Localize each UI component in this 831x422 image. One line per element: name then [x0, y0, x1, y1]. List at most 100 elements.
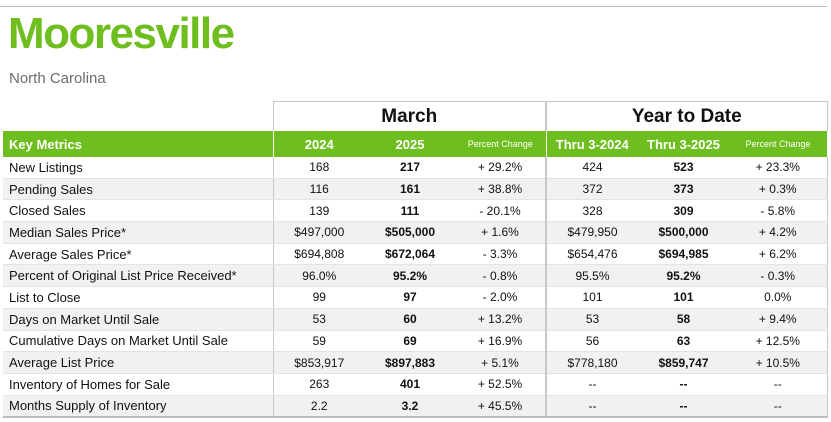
metric-label: Average Sales Price*	[3, 243, 273, 266]
ytd-percent-change-value: + 23.3%	[729, 157, 828, 179]
percent-change-value: + 38.8%	[455, 178, 546, 201]
ytd-current-value: $859,747	[638, 351, 729, 374]
ytd-percent-change-value: + 10.5%	[729, 351, 828, 374]
ytd-current-value: --	[638, 373, 729, 396]
current-year-value: 3.2	[365, 395, 455, 419]
ytd-prior-value: $654,476	[545, 243, 638, 266]
table-row: Average List Price $853,917 $897,883 + 5.1%…	[3, 351, 828, 374]
ytd-percent-change-value: + 12.5%	[729, 330, 828, 353]
percent-change-value: + 13.2%	[455, 308, 546, 331]
header-ytd-prior: Thru 3-2024	[545, 131, 638, 157]
ytd-current-value: $694,985	[638, 243, 729, 266]
ytd-current-value: 309	[638, 199, 729, 223]
ytd-prior-value: 95.5%	[545, 264, 638, 288]
percent-change-value: + 5.1%	[455, 351, 546, 374]
ytd-percent-change-value: --	[729, 373, 828, 396]
metric-label: Pending Sales	[3, 178, 273, 201]
top-divider	[0, 6, 827, 7]
current-year-value: 161	[365, 178, 455, 201]
current-year-value: 69	[365, 330, 455, 353]
header-percent-change: Percent Change	[455, 131, 546, 157]
table-row: Percent of Original List Price Received*…	[3, 264, 828, 288]
prior-year-value: 263	[272, 373, 365, 396]
current-year-value: 217	[365, 157, 455, 179]
ytd-prior-value: --	[545, 373, 638, 396]
current-year-value: $672,064	[365, 243, 455, 266]
metric-label: Months Supply of Inventory	[3, 395, 273, 419]
metric-label: Median Sales Price*	[3, 221, 273, 244]
metric-label: Average List Price	[3, 351, 273, 374]
prior-year-value: 59	[272, 330, 365, 353]
ytd-prior-value: 328	[545, 199, 638, 223]
header-prior-year: 2024	[272, 131, 365, 157]
table-row: Average Sales Price* $694,808 $672,064- 3.…	[3, 243, 828, 266]
column-header-row: Key Metrics 2024 2025 Percent Change Thr…	[3, 131, 827, 157]
percent-change-value: + 45.5%	[455, 395, 546, 419]
metric-label: Closed Sales	[3, 199, 273, 223]
table-row: New Listings 168 217 + 29.2% 424 523 + 23.3%	[3, 157, 828, 179]
metric-label: List to Close	[3, 286, 273, 309]
metric-label: Inventory of Homes for Sale	[3, 373, 273, 396]
ytd-percent-change-value: --	[729, 395, 828, 419]
ytd-percent-change-value: + 9.4%	[729, 308, 828, 331]
ytd-prior-value: 101	[545, 286, 638, 309]
column-group-row: March Year to Date	[3, 101, 828, 131]
ytd-percent-change-value: 0.0%	[729, 286, 828, 309]
ytd-prior-value: $778,180	[545, 351, 638, 374]
metric-label: Days on Market Until Sale	[3, 308, 273, 331]
table-row: Cumulative Days on Market Until Sale 59 69…	[3, 330, 828, 353]
prior-year-value: 2.2	[272, 395, 365, 419]
ytd-percent-change-value: + 4.2%	[729, 221, 828, 244]
table-row: Days on Market Until Sale 53 60 + 13.2% 53 58…	[3, 308, 828, 331]
table-row: List to Close 99 97- 2.0% 101 101 0.0%	[3, 286, 828, 309]
prior-year-value: $694,808	[272, 243, 365, 266]
table-row: Months Supply of Inventory 2.2 3.2 + 45.5% -…	[3, 395, 828, 419]
header-ytd-percent-change: Percent Change	[729, 131, 827, 157]
current-year-value: 401	[365, 373, 455, 396]
metric-label: Percent of Original List Price Received*	[3, 264, 273, 288]
ytd-current-value: 373	[638, 178, 729, 201]
percent-change-value: + 52.5%	[455, 373, 546, 396]
page-subtitle: North Carolina	[9, 70, 106, 87]
table-row: Pending Sales 116 161 + 38.8% 372 373 + 0.3%	[3, 178, 828, 201]
page-title: Mooresville	[8, 9, 235, 58]
prior-year-value: $497,000	[272, 221, 365, 244]
percent-change-value: - 2.0%	[455, 286, 546, 309]
header-ytd-current: Thru 3-2025	[638, 131, 729, 157]
percent-change-value: - 0.8%	[455, 264, 546, 288]
ytd-current-value: 95.2%	[638, 264, 729, 288]
ytd-prior-value: 56	[545, 330, 638, 353]
header-current-year: 2025	[365, 131, 455, 157]
ytd-current-value: 58	[638, 308, 729, 331]
ytd-percent-change-value: + 6.2%	[729, 243, 828, 266]
current-year-value: 111	[365, 199, 455, 223]
ytd-current-value: --	[638, 395, 729, 419]
current-year-value: $897,883	[365, 351, 455, 374]
header-key-metrics: Key Metrics	[3, 131, 273, 157]
prior-year-value: 139	[272, 199, 365, 223]
key-metrics-table: March Year to Date Key Metrics 2024 2025…	[3, 101, 828, 419]
metric-label: New Listings	[3, 157, 273, 179]
ytd-current-value: $500,000	[638, 221, 729, 244]
percent-change-value: - 3.3%	[455, 243, 546, 266]
percent-change-value: + 29.2%	[455, 157, 546, 179]
group-spacer	[3, 101, 273, 131]
ytd-percent-change-value: - 0.3%	[729, 264, 828, 288]
percent-change-value: + 16.9%	[455, 330, 546, 353]
ytd-prior-value: 53	[545, 308, 638, 331]
current-year-value: 97	[365, 286, 455, 309]
ytd-percent-change-value: + 0.3%	[729, 178, 828, 201]
ytd-prior-value: 424	[545, 157, 638, 179]
group-ytd-heading: Year to Date	[545, 101, 828, 131]
table-row: Closed Sales 139 111- 20.1% 328 309- 5.8%	[3, 199, 828, 223]
ytd-prior-value: 372	[545, 178, 638, 201]
metrics-body: New Listings 168 217 + 29.2% 424 523 + 23.3% Pe…	[3, 157, 828, 419]
prior-year-value: 99	[272, 286, 365, 309]
current-year-value: $505,000	[365, 221, 455, 244]
metric-label: Cumulative Days on Market Until Sale	[3, 330, 273, 353]
ytd-current-value: 63	[638, 330, 729, 353]
table-row: Median Sales Price* $497,000 $505,000 + 1.6…	[3, 221, 828, 244]
ytd-prior-value: $479,950	[545, 221, 638, 244]
prior-year-value: 96.0%	[272, 264, 365, 288]
prior-year-value: $853,917	[272, 351, 365, 374]
